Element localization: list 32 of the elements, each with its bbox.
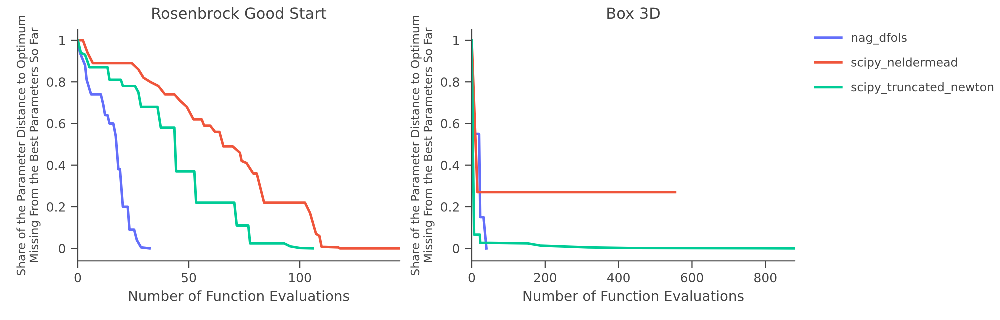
y-tick-label: 1 — [60, 36, 66, 46]
legend-label: scipy_neldermead — [852, 58, 958, 70]
x-tick-label: 0 — [468, 273, 476, 283]
legend-label: scipy_truncated_newton — [852, 82, 994, 94]
y-tick-label: 0.2 — [441, 202, 459, 212]
y-tick-label: 0 — [59, 244, 66, 254]
y-tick-label: 0.8 — [441, 78, 460, 88]
x-tick-label: 0 — [74, 273, 82, 283]
legend-label: nag_dfols — [852, 33, 907, 45]
line-series — [78, 39, 314, 250]
y-axis-title: Share of the Parameter Distance to Optimum Missing From the Best Parameters So Far — [16, 16, 41, 276]
y-tick-label: 1 — [454, 36, 460, 46]
y-tick-label: 0 — [453, 244, 460, 254]
chart-title: Box 3D — [608, 8, 660, 20]
x-tick-label: 400 — [608, 273, 630, 283]
y-tick-label: 0.6 — [441, 119, 460, 129]
x-tick-label: 800 — [754, 273, 777, 283]
line-series — [472, 39, 795, 250]
x-tick-label: 200 — [534, 273, 557, 283]
x-tick-label: 50 — [182, 273, 196, 283]
y-tick-label: 0.4 — [47, 160, 66, 170]
y-axis-title: Share of the Parameter Distance to Optimum Missing From the Best Parameters So Far — [410, 16, 435, 276]
x-tick-label: 100 — [290, 273, 312, 283]
chart-title: Rosenbrock Good Start — [152, 7, 327, 20]
x-axis-title: Number of Function Evaluations — [129, 290, 350, 302]
y-tick-label: 0.8 — [47, 78, 66, 88]
x-axis-title: Number of Function Evaluations — [524, 290, 744, 302]
y-tick-label: 0.4 — [441, 160, 460, 170]
x-tick-label: 600 — [681, 273, 704, 283]
y-tick-label: 0.2 — [47, 202, 65, 212]
y-tick-label: 0.6 — [47, 119, 66, 129]
line-series — [78, 39, 400, 250]
